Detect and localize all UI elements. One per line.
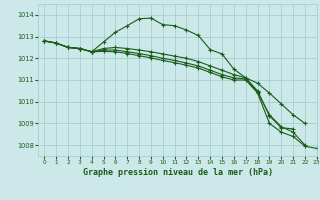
X-axis label: Graphe pression niveau de la mer (hPa): Graphe pression niveau de la mer (hPa)	[83, 168, 273, 177]
